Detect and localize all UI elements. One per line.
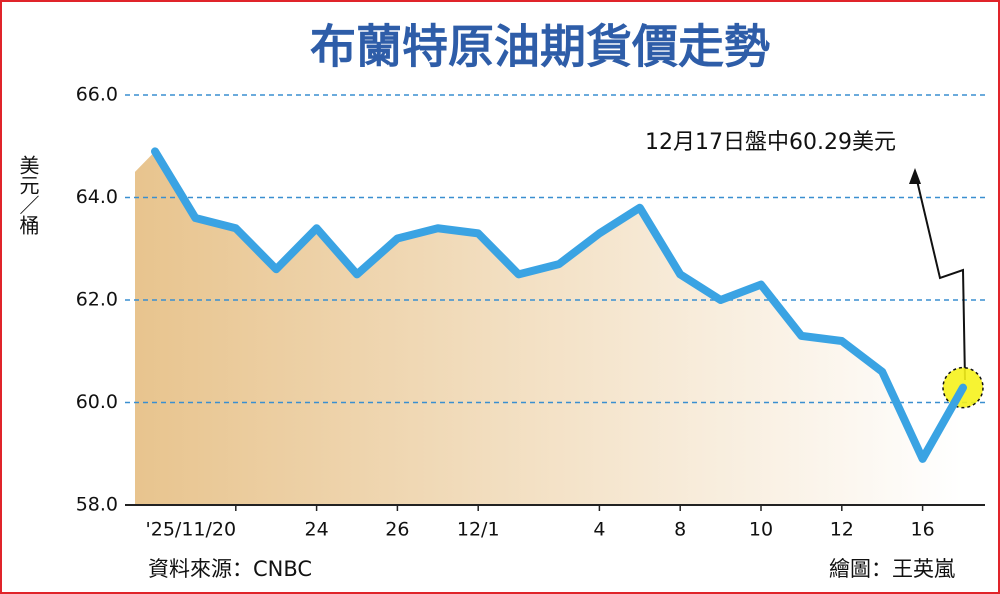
y-tick-label: 64.0: [76, 186, 118, 208]
x-tick-label: '25/11/20: [146, 519, 237, 541]
y-axis-label: 美元／桶: [16, 155, 40, 235]
x-tick-label: 12: [830, 519, 854, 541]
x-tick-label: 16: [911, 519, 935, 541]
x-tick-label: 24: [305, 519, 329, 541]
x-tick-label: 8: [674, 519, 686, 541]
x-tick-label: 26: [385, 519, 409, 541]
area: [135, 151, 963, 505]
annotation: 12月17日盤中60.29美元: [645, 130, 896, 155]
source: 資料來源：CNBC: [148, 557, 312, 581]
credit: 繪圖：王英嵐: [829, 557, 955, 581]
y-tick-label: 66.0: [76, 84, 118, 106]
x-tick-label: 4: [593, 519, 605, 541]
line: [151, 147, 967, 463]
annotation-arrow: [914, 171, 966, 381]
y-tick-label: 60.0: [76, 391, 118, 413]
y-tick-label: 58.0: [76, 494, 118, 516]
arrow-head: [909, 168, 921, 184]
x-tick-label: 12/1: [457, 519, 500, 541]
y-tick-label: 62.0: [76, 289, 118, 311]
chart-title: 布蘭特原油期貨價走勢: [310, 20, 770, 74]
x-tick-label: 10: [749, 519, 773, 541]
